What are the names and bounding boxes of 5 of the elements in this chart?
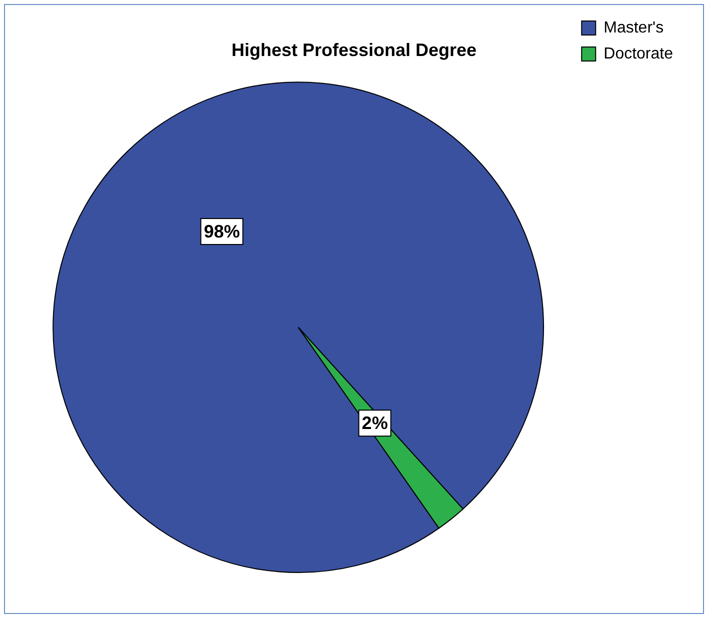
data-label: 98%: [204, 221, 240, 242]
text: Highest Professional Degree: [231, 40, 477, 60]
legend-label: Master's: [604, 19, 664, 36]
data-label: 2%: [362, 413, 388, 434]
legend-label: Doctorate: [604, 45, 674, 62]
